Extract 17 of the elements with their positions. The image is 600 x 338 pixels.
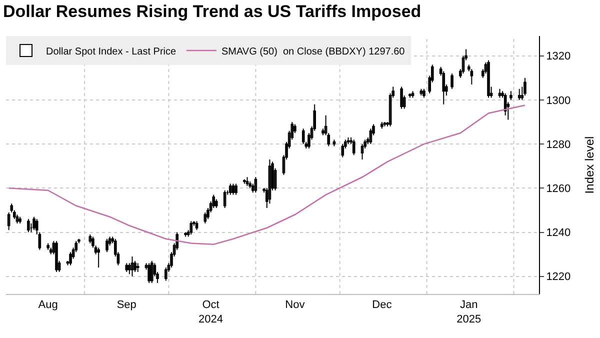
x-tick-label: Aug (38, 299, 58, 312)
x-tick-label: Nov (285, 299, 306, 312)
chart-title: Dollar Resumes Rising Trend as US Tariffs Imposed (3, 2, 422, 21)
line-series (8, 104, 526, 246)
x-tick-label: Sep (116, 299, 136, 312)
x-tick-label: Dec (372, 299, 392, 312)
y-tick-label: 1280 (546, 138, 571, 151)
y-tick-label: 1260 (546, 183, 571, 195)
x-tick-label: Jan 2025 (456, 299, 482, 326)
legend-label: SMAVG (50) on Close (BBDXY) 1297.60 (221, 46, 406, 58)
legend-label: Dollar Spot Index - Last Price (46, 46, 176, 58)
x-tick-label: Oct 2024 (198, 299, 224, 326)
y-axis-title: Index level (582, 136, 597, 194)
y-tick-label: 1240 (546, 227, 571, 240)
y-tick-label: 1300 (546, 94, 571, 107)
y-tick-label: 1320 (546, 50, 571, 63)
y-tick-label: 1220 (546, 271, 571, 284)
